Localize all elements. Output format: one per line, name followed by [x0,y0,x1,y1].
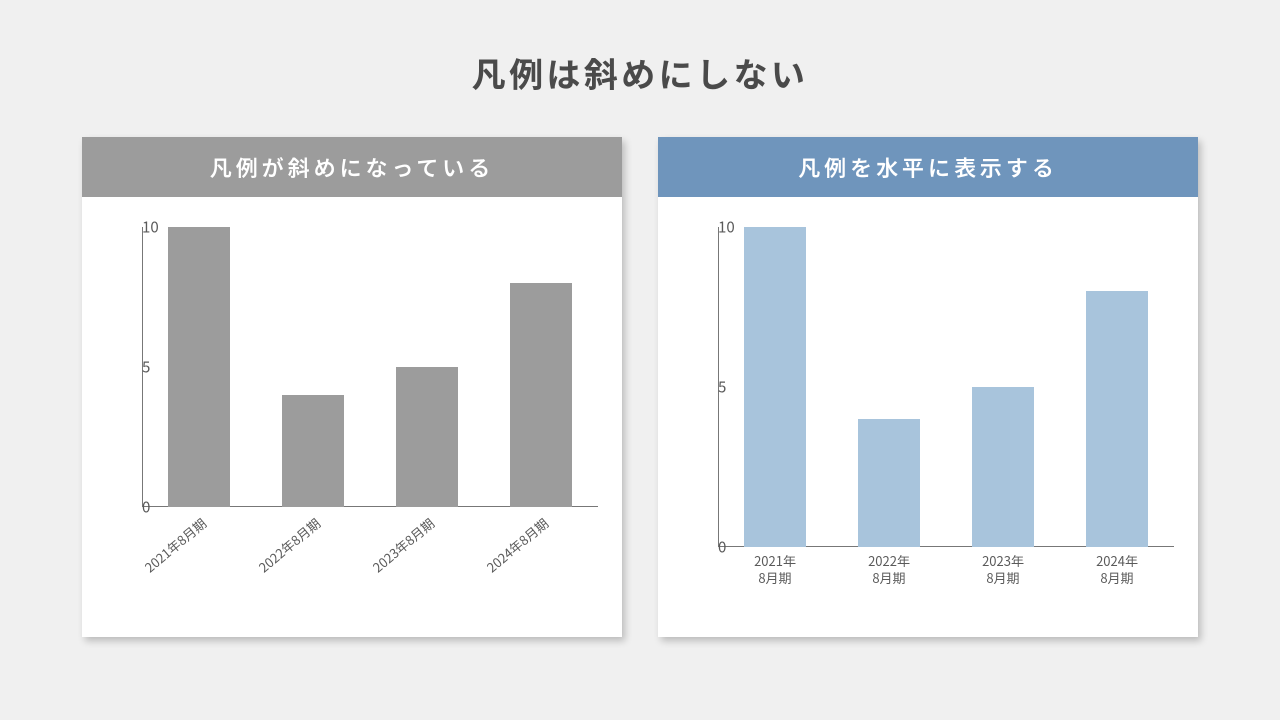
chart-area: 0 5 10 2021年 8月期 2022年 8月期 2023年 8月期 2024年 8月期 [658,197,1198,637]
bar [744,227,807,547]
bar [282,395,345,507]
panel-header: 凡例が斜めになっている [82,137,622,197]
x-tick-label: 2023年 8月期 [982,547,1024,587]
y-tick-label: 0 [142,497,152,518]
bar [168,227,231,507]
panel-good-example: 凡例を水平に表示する 0 5 10 2021年 8月期 2022年 8月期 2023年 8… [658,137,1198,637]
bar [510,283,573,507]
bar [858,419,921,547]
bar [396,367,459,507]
chart-plot: 05102021年 8月期2022年 8月期2023年 8月期2024年 8月期 [718,227,1174,547]
x-tick-label: 2023年8月期 [369,515,437,576]
bar [1086,291,1149,547]
panel-bad-example: 凡例が斜めになっている 0 5 10 2021年8月期 2022年8月期 2023年8月期… [82,137,622,637]
x-tick-label: 2022年 8月期 [868,547,910,587]
x-tick-label: 2021年 8月期 [754,547,796,587]
y-tick-label: 10 [142,217,152,238]
page-title: 凡例は斜めにしない [40,48,1240,97]
x-tick-label: 2024年8月期 [483,515,551,576]
bar [972,387,1035,547]
panels-container: 凡例が斜めになっている 0 5 10 2021年8月期 2022年8月期 2023年8月期… [40,137,1240,637]
x-tick-label: 2021年8月期 [141,515,209,576]
y-tick-label: 0 [718,537,728,558]
y-tick-label: 5 [718,377,728,398]
chart-area: 0 5 10 2021年8月期 2022年8月期 2023年8月期 2024年8月期 [82,197,622,637]
panel-header: 凡例を水平に表示する [658,137,1198,197]
y-tick-label: 5 [142,357,152,378]
chart-plot: 05102021年8月期2022年8月期2023年8月期2024年8月期 [142,227,598,507]
x-tick-label: 2022年8月期 [255,515,323,576]
x-tick-label: 2024年 8月期 [1096,547,1138,587]
y-tick-label: 10 [718,217,728,238]
